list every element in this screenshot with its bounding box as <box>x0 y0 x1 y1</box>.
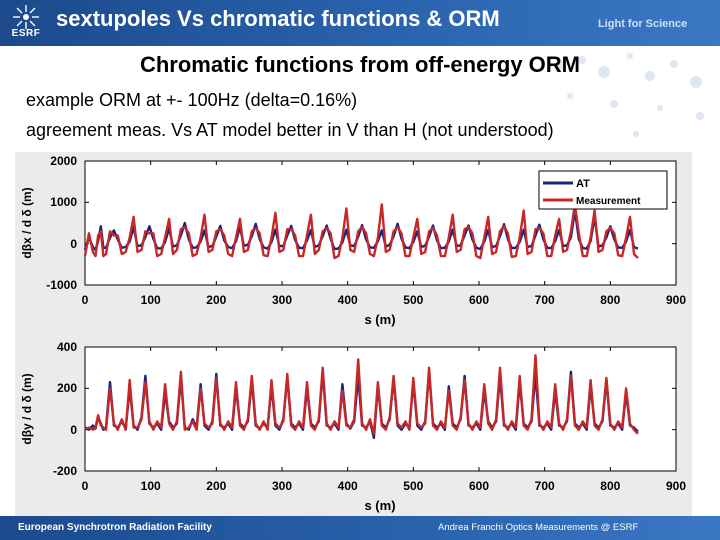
ytick-label: 400 <box>57 340 77 354</box>
xtick-label: 900 <box>666 479 686 493</box>
chromatic-function-plots: 2000 1000 0 -1000 0 100 200 300 400 500 … <box>15 152 692 516</box>
tagline: Light for Science <box>598 18 688 30</box>
legend-label-measurement: Measurement <box>576 196 641 207</box>
ytick-label: -200 <box>53 464 77 478</box>
legend-label-at: AT <box>576 178 590 190</box>
xtick-label: 0 <box>82 293 89 307</box>
xtick-label: 500 <box>403 479 423 493</box>
series-group-beta-y <box>84 354 639 440</box>
xtick-label: 300 <box>272 293 292 307</box>
xtick-label: 900 <box>666 293 686 307</box>
xtick-label: 400 <box>338 293 358 307</box>
esrf-logo: ESRF <box>4 4 48 42</box>
ytick-label: 1000 <box>50 195 77 209</box>
logo-text: ESRF <box>11 28 41 39</box>
xtick-label: 300 <box>272 479 292 493</box>
slide-title: sextupoles Vs chromatic functions & ORM <box>56 6 500 31</box>
xtick-label: 500 <box>403 293 423 307</box>
footer-author: Andrea Franchi Optics Measurements @ ESR… <box>438 522 639 533</box>
chart-beta-y: 400 200 0 -200 0 100 200 300 400 500 600… <box>20 340 686 513</box>
xtick-label: 600 <box>469 293 489 307</box>
text-line-orm: example ORM at +- 100Hz (delta=0.16%) <box>26 90 358 110</box>
ytick-label: 0 <box>70 237 77 251</box>
esrf-logo-icon <box>13 5 39 29</box>
decorative-dots <box>555 53 704 137</box>
ytick-label: 2000 <box>50 154 77 168</box>
slide-header: ESRF sextupoles Vs chromatic functions &… <box>0 0 720 46</box>
xtick-label: 800 <box>600 293 620 307</box>
ytick-label: 200 <box>57 381 77 395</box>
xtick-label: 0 <box>82 479 89 493</box>
x-axis-label: s (m) <box>364 498 395 513</box>
x-axis-label: s (m) <box>364 312 395 327</box>
xtick-label: 100 <box>141 293 161 307</box>
slide-footer: European Synchrotron Radiation Facility … <box>0 516 720 540</box>
text-line-agreement: agreement meas. Vs AT model better in V … <box>26 120 554 140</box>
xtick-label: 700 <box>535 479 555 493</box>
series-group-beta-x <box>83 203 639 260</box>
footer-institution: European Synchrotron Radiation Facility <box>18 522 212 533</box>
xtick-label: 400 <box>338 479 358 493</box>
series-line-measurement <box>83 203 639 260</box>
legend-box <box>538 170 668 210</box>
legend: AT Measurement <box>538 170 668 210</box>
xtick-label: 800 <box>600 479 620 493</box>
xtick-label: 200 <box>206 293 226 307</box>
xtick-label: 100 <box>141 479 161 493</box>
y-axis-label: dβy / d δ (m) <box>20 373 34 444</box>
chart-subtitle: Chromatic functions from off-energy ORM <box>139 52 580 77</box>
xtick-label: 700 <box>535 293 555 307</box>
xtick-label: 600 <box>469 479 489 493</box>
chart-beta-x: 2000 1000 0 -1000 0 100 200 300 400 500 … <box>20 154 686 327</box>
xtick-label: 200 <box>206 479 226 493</box>
ytick-label: 0 <box>70 423 77 437</box>
ytick-label: -1000 <box>46 278 77 292</box>
series-line-measurement <box>84 354 639 435</box>
y-axis-label: dβx / d δ (m) <box>20 187 34 258</box>
